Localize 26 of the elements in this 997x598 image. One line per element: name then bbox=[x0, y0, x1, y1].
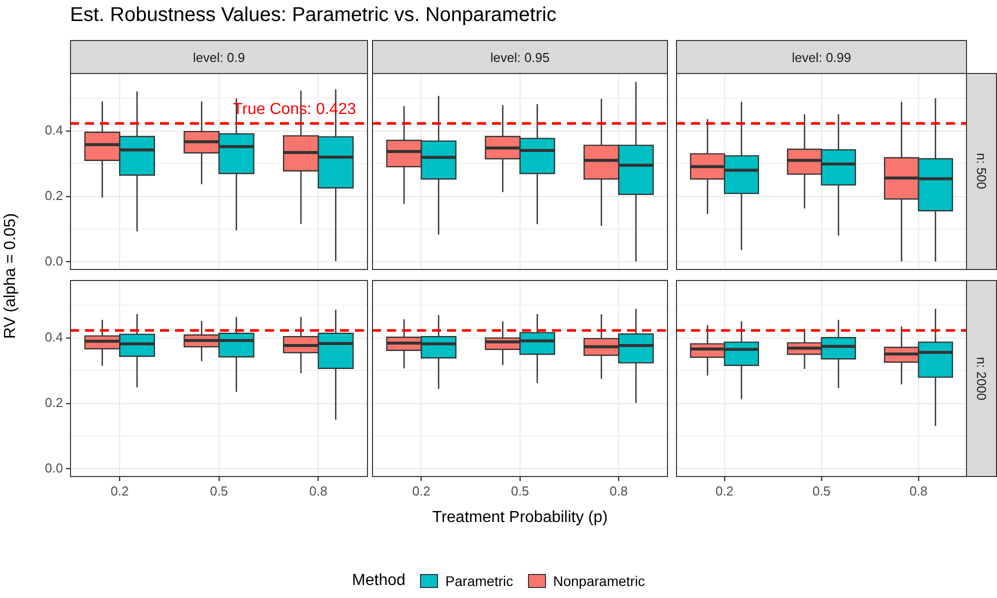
y-tick-label: 0.0 bbox=[44, 460, 63, 476]
x-tick-label: 0.8 bbox=[909, 483, 928, 498]
chart-title: Est. Robustness Values: Parametric vs. Nonparametric bbox=[70, 4, 556, 27]
x-tick-label: 0.2 bbox=[110, 483, 129, 498]
y-tick-label: 0.0 bbox=[44, 253, 63, 268]
legend-label: Nonparametric bbox=[553, 573, 645, 589]
x-tick-label: 0.5 bbox=[510, 483, 530, 498]
chart-subtitle: level: 0.95 bbox=[372, 40, 668, 74]
y-tick-label: 0.4 bbox=[44, 330, 63, 344]
x-axis-title: Treatment Probability (p) bbox=[431, 509, 609, 527]
x-tick-label: 0.8 bbox=[309, 483, 328, 498]
x-tick-label: 0.8 bbox=[610, 483, 628, 498]
y-tick-label: 0.2 bbox=[44, 188, 63, 203]
text: n: 2000 bbox=[974, 356, 989, 400]
x-tick-label: 0.5 bbox=[812, 483, 831, 498]
x-tick-label: 0.2 bbox=[412, 483, 430, 498]
legend-label: Parametric bbox=[445, 573, 514, 589]
text: n: 500 bbox=[974, 153, 989, 190]
y-tick-label: 0.4 bbox=[44, 122, 63, 138]
legend-title: Method bbox=[352, 572, 406, 590]
y-tick-label: 0.2 bbox=[44, 394, 63, 410]
chart-subtitle: level: 0.9 bbox=[70, 40, 368, 74]
y-axis-title: RV (alpha = 0.05) bbox=[2, 213, 20, 339]
x-tick-label: 0.2 bbox=[715, 483, 734, 498]
x-tick-label: 0.5 bbox=[210, 483, 228, 498]
chart-subtitle: level: 0.99 bbox=[676, 40, 967, 74]
